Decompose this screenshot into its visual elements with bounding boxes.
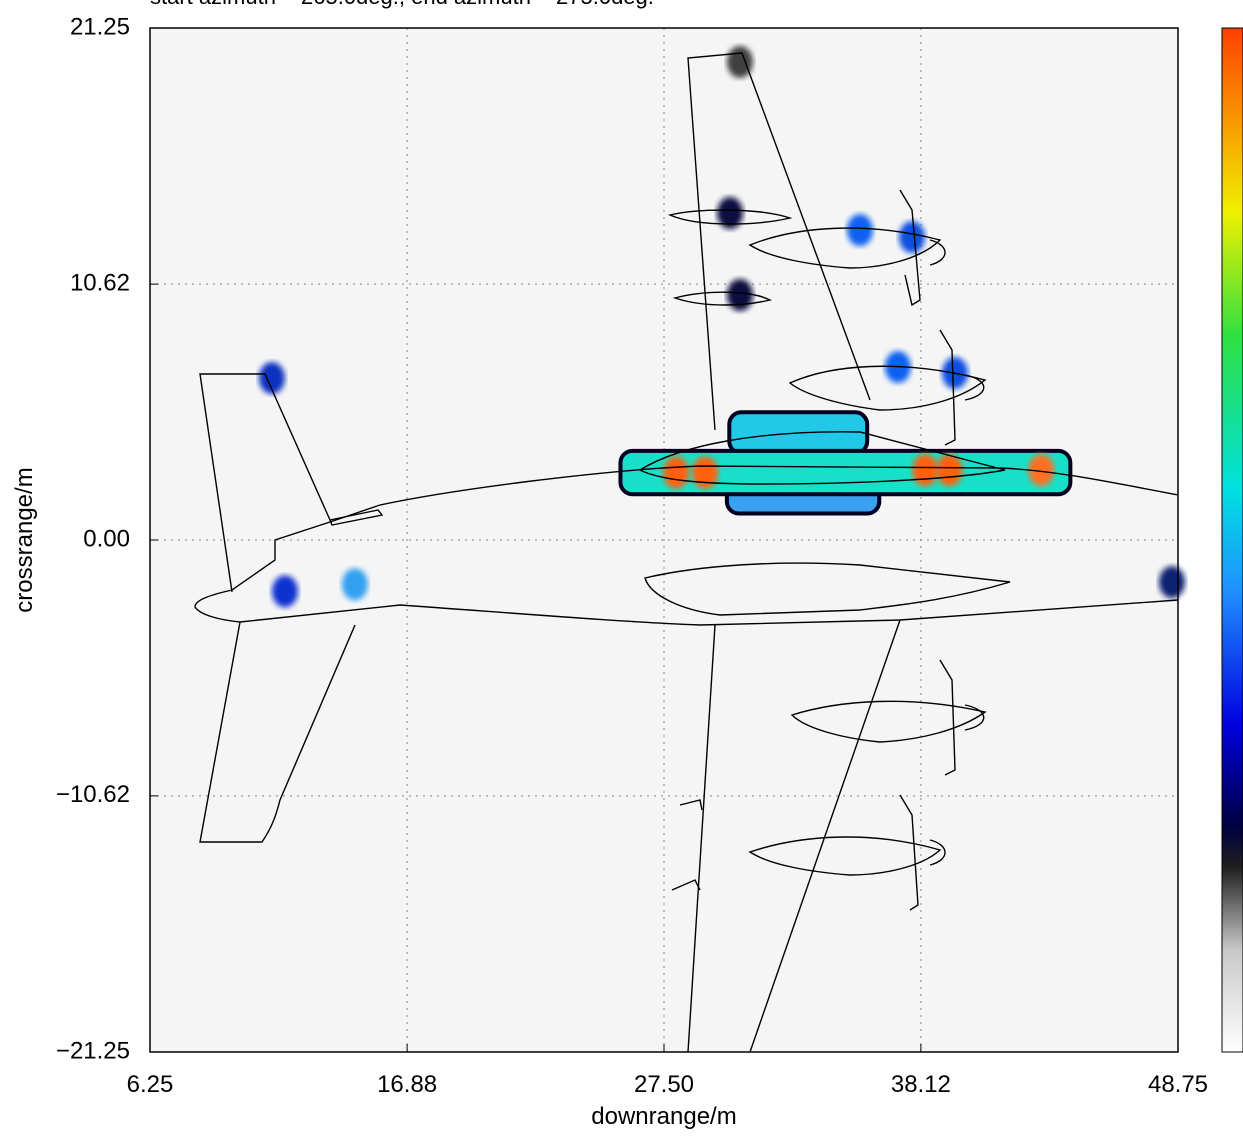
x-tick-label: 38.12 (891, 1071, 951, 1098)
heat-spot (912, 454, 938, 486)
heat-spot (272, 575, 298, 607)
heat-spot (936, 454, 962, 486)
y-tick-label: 0.00 (83, 525, 130, 552)
heat-spot (727, 279, 753, 311)
y-tick-label: −10.62 (56, 781, 130, 808)
x-axis-label: downrange/m (591, 1103, 736, 1130)
x-tick-label: 6.25 (127, 1071, 174, 1098)
heat-spot (342, 568, 368, 600)
x-tick-label: 48.75 (1148, 1071, 1208, 1098)
heat-spot (663, 457, 689, 489)
chart-title: start azimuth = 265.0deg., end azimuth =… (150, 0, 654, 9)
heat-spot (1159, 566, 1185, 598)
x-tick-label: 27.50 (634, 1071, 694, 1098)
chart: start azimuth = 265.0deg., end azimuth =… (0, 0, 1243, 1141)
y-axis-label: crossrange/m (11, 467, 38, 612)
colorbar (1222, 28, 1243, 1052)
heat-spot (847, 214, 873, 246)
y-tick-label: 21.25 (70, 13, 130, 40)
x-tick-label: 16.88 (377, 1071, 437, 1098)
y-tick-label: −21.25 (56, 1037, 130, 1064)
heat-spot (692, 457, 718, 489)
heat-spot (899, 221, 925, 253)
y-tick-label: 10.62 (70, 269, 130, 296)
